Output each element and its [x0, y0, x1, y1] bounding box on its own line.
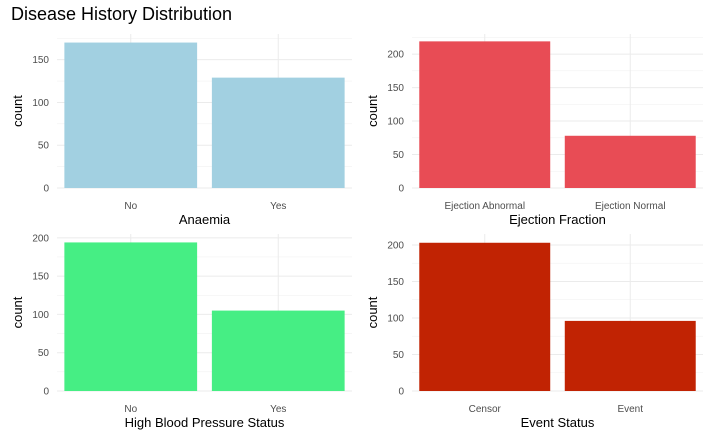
x-tick-label: Yes	[270, 404, 286, 415]
x-tick-label: Ejection Abnormal	[444, 201, 525, 212]
y-tick-label: 200	[387, 240, 404, 251]
y-tick-label: 50	[38, 141, 50, 152]
y-tick-label: 150	[387, 83, 404, 94]
y-tick-label: 100	[387, 313, 404, 324]
y-axis-title: count	[10, 95, 25, 127]
x-axis-title: Ejection Fraction	[509, 212, 606, 227]
x-axis-title: Event Status	[521, 415, 595, 430]
x-tick-label: Event	[617, 404, 643, 415]
bar-ejection-normal	[564, 135, 696, 188]
bar-no	[64, 242, 198, 391]
chart-panel-2: 0 50 100 150 200 Ejection Abnormal Ejection No…	[365, 34, 703, 227]
y-tick-label: 100	[32, 310, 49, 321]
y-axis-title: count	[365, 95, 380, 127]
x-tick-label: Yes	[270, 201, 286, 212]
y-tick-label: 50	[393, 150, 405, 161]
y-tick-label: 0	[43, 387, 49, 398]
bar-yes	[211, 310, 345, 391]
bar-yes	[211, 77, 345, 188]
bar-no	[64, 42, 198, 188]
y-tick-label: 150	[32, 272, 49, 283]
y-tick-label: 50	[38, 348, 50, 359]
y-tick-label: 0	[43, 184, 49, 195]
y-tick-label: 200	[32, 233, 49, 244]
y-tick-label: 100	[32, 98, 49, 109]
x-tick-label: Ejection Normal	[595, 201, 666, 212]
y-tick-label: 200	[387, 50, 404, 61]
y-axis-title: count	[365, 296, 380, 328]
y-tick-label: 50	[393, 350, 405, 361]
y-tick-label: 150	[32, 55, 49, 66]
x-tick-label: No	[124, 404, 137, 415]
y-tick-label: 0	[398, 184, 404, 195]
chart-panel-4: 0 50 100 150 200 Censor Event Event Status count	[365, 234, 703, 430]
chart-panel-1: 0 50 100 150 No Yes Anaemia count	[10, 34, 352, 227]
x-axis-title: High Blood Pressure Status	[125, 415, 285, 430]
bar-event	[564, 320, 696, 391]
y-tick-label: 150	[387, 277, 404, 288]
y-axis-title: count	[10, 296, 25, 328]
x-tick-label: Censor	[469, 404, 502, 415]
bar-ejection-abnormal	[419, 41, 551, 188]
page-title: Disease History Distribution	[11, 4, 233, 24]
x-axis-title: Anaemia	[179, 212, 231, 227]
y-tick-label: 100	[387, 117, 404, 128]
y-tick-label: 0	[398, 387, 404, 398]
x-tick-label: No	[124, 201, 137, 212]
bar-censor	[419, 242, 551, 391]
